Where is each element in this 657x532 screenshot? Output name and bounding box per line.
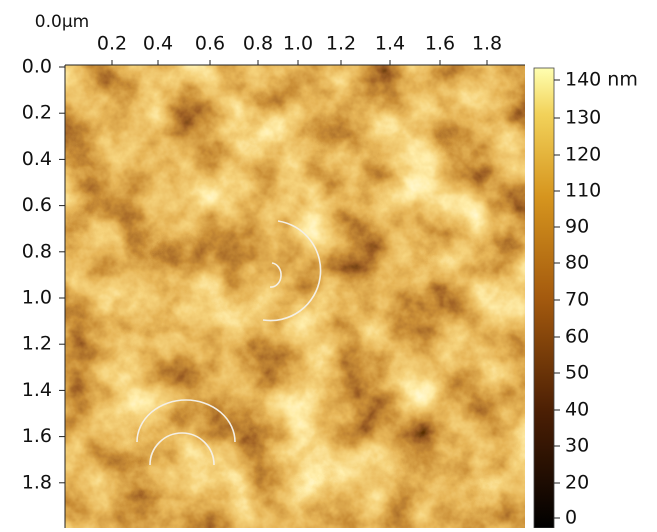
top-tick-label: 0.6 bbox=[195, 33, 225, 55]
top-tick-label: 0.2 bbox=[97, 33, 127, 55]
left-tick-label: 0.0 bbox=[22, 56, 52, 78]
arc bbox=[262, 220, 322, 322]
left-tick-label: 1.6 bbox=[22, 425, 52, 447]
colorbar-label: 90 bbox=[565, 216, 589, 238]
left-tick-label: 0.2 bbox=[22, 102, 52, 124]
top-tick-label: 0.8 bbox=[243, 33, 273, 55]
colorbar-label: 40 bbox=[565, 399, 589, 421]
colorbar-label: 50 bbox=[565, 362, 589, 384]
left-tick-label: 1.8 bbox=[22, 471, 52, 493]
arc-annotations bbox=[136, 220, 322, 466]
left-tick-label: 1.2 bbox=[22, 333, 52, 355]
left-tick-label: 0.6 bbox=[22, 194, 52, 216]
colorbar-label: 80 bbox=[565, 252, 589, 274]
left-tick-label: 0.4 bbox=[22, 148, 52, 170]
top-tick-label: 1.6 bbox=[425, 33, 455, 55]
top-tick-label: 1.0 bbox=[283, 33, 313, 55]
colorbar-label: 30 bbox=[565, 435, 589, 457]
left-tick-label: 1.4 bbox=[22, 379, 52, 401]
top-tick-label: 0.4 bbox=[143, 33, 173, 55]
colorbar bbox=[533, 67, 555, 529]
arc bbox=[269, 262, 282, 288]
top-tick-label: 0.0μm bbox=[35, 12, 89, 32]
colorbar-label: 70 bbox=[565, 289, 589, 311]
colorbar-label: 120 bbox=[565, 144, 601, 166]
top-tick-label: 1.8 bbox=[472, 33, 502, 55]
top-tick-label: 1.2 bbox=[326, 33, 356, 55]
top-tick-label: 1.4 bbox=[375, 33, 405, 55]
colorbar-label: 140 nm bbox=[565, 69, 638, 91]
colorbar-label: 130 bbox=[565, 107, 601, 129]
labels: 0.0μm 0.2 0.4 0.6 0.8 1.0 1.2 1.4 1.6 1.8 0.0 0.2 0.… bbox=[22, 12, 638, 529]
left-tick-label: 0.8 bbox=[22, 240, 52, 262]
colorbar-label: 110 bbox=[565, 180, 601, 202]
colorbar-label: 60 bbox=[565, 326, 589, 348]
colorbar-label: 0 bbox=[565, 507, 577, 529]
left-tick-label: 1.0 bbox=[22, 287, 52, 309]
arc bbox=[149, 432, 215, 466]
arc bbox=[136, 399, 236, 443]
colorbar-label: 20 bbox=[565, 472, 589, 494]
afm-image bbox=[65, 65, 525, 528]
